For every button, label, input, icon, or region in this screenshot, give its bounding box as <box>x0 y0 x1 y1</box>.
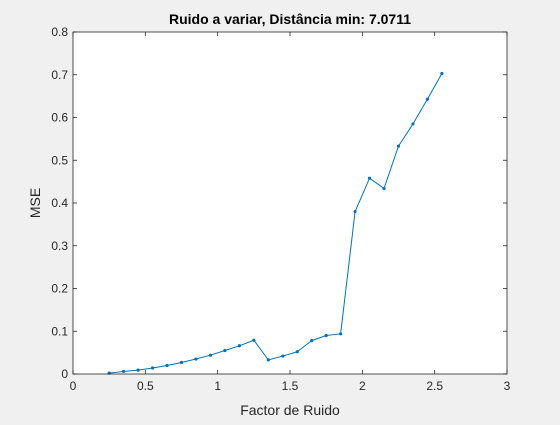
x-tick-label: 2 <box>359 379 366 393</box>
data-point <box>122 369 126 374</box>
chart-title: Ruido a variar, Distância min: 7.0711 <box>169 11 411 27</box>
y-tick-label: 0.5 <box>51 153 68 167</box>
x-tick-label: 3 <box>504 379 511 393</box>
data-point <box>266 358 270 362</box>
data-point <box>353 209 357 214</box>
data-point <box>425 97 430 101</box>
data-point <box>295 350 299 354</box>
x-tick-label: 0 <box>70 379 77 393</box>
x-axis-label: Factor de Ruido <box>240 402 340 418</box>
data-point <box>136 368 140 372</box>
data-point <box>339 332 343 336</box>
y-tick-label: 0.4 <box>51 196 68 210</box>
data-point <box>150 366 155 370</box>
axes-box <box>72 31 508 375</box>
data-point <box>440 71 444 76</box>
data-point <box>252 338 256 342</box>
data-point <box>382 186 386 191</box>
data-point <box>237 344 241 348</box>
axis-ticks: 0 0.5 1 1.5 2 2.5 3 0 0.1 0.2 0.3 0.4 0.5 0.6 0.7 0.8 <box>51 25 510 393</box>
plot-marks <box>107 71 444 375</box>
y-tick-label: 0.6 <box>51 111 68 125</box>
y-tick-label: 0.1 <box>51 324 68 338</box>
y-tick-label: 0.2 <box>51 282 68 296</box>
y-tick-label: 0.7 <box>51 68 68 82</box>
x-tick-label: 1.5 <box>282 379 299 393</box>
data-point <box>194 357 198 361</box>
data-point <box>179 360 184 365</box>
y-tick-label: 0 <box>61 367 68 381</box>
data-point <box>208 353 213 357</box>
data-point <box>396 144 401 148</box>
x-tick-label: 0.5 <box>137 379 154 393</box>
data-point <box>411 122 415 126</box>
y-tick-label: 0.3 <box>51 239 68 253</box>
data-point <box>367 176 372 180</box>
series-line <box>109 73 443 374</box>
y-tick-label: 0.8 <box>51 25 68 39</box>
data-point <box>223 348 227 353</box>
data-point <box>324 333 328 338</box>
data-point <box>310 339 314 343</box>
x-tick-label: 2.5 <box>426 379 443 393</box>
x-tick-label: 1 <box>214 379 221 393</box>
data-point <box>165 363 169 368</box>
data-point <box>281 354 285 358</box>
axes-background <box>73 32 507 374</box>
y-axis-label: MSE <box>27 188 43 218</box>
